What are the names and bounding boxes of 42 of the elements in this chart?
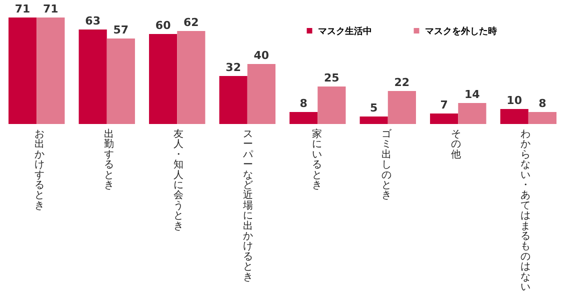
data-label: 71: [43, 2, 58, 16]
x-tick-label: お出かけするとき: [34, 129, 45, 212]
data-label: 8: [538, 97, 546, 110]
data-label: 22: [394, 76, 410, 89]
data-label: 10: [506, 94, 522, 107]
bar: [106, 38, 135, 124]
legend-label: マスクを外した時: [425, 26, 497, 37]
data-label: 63: [85, 14, 100, 28]
data-label: 32: [226, 61, 241, 74]
category-label: わからない・あてはまるものはない: [520, 129, 530, 293]
data-label: 7: [440, 98, 448, 112]
bar: [458, 103, 486, 124]
data-label: 8: [300, 97, 308, 110]
bar: [219, 76, 248, 124]
bar: [360, 116, 388, 124]
category-label: スーパーなど近場に出かけるとき: [242, 129, 253, 283]
data-label: 57: [113, 24, 129, 36]
data-label: 62: [184, 16, 199, 29]
bar: [36, 18, 65, 124]
bar: [177, 31, 206, 124]
bar: [318, 86, 346, 124]
bar: [8, 18, 37, 124]
data-label: 40: [254, 49, 270, 62]
x-tick-label: 家にいるとき: [312, 128, 322, 191]
bar: [290, 112, 318, 124]
bar: [388, 91, 416, 124]
category-label: 友人・知人に会うとき: [173, 129, 184, 232]
x-tick-label: その他: [450, 129, 461, 160]
data-label: 14: [464, 88, 480, 101]
data-label: 5: [370, 102, 378, 114]
data-label: 60: [155, 19, 172, 32]
x-tick-label: 出勤するとき: [104, 128, 114, 191]
bar: [78, 30, 107, 124]
data-label: 25: [324, 72, 340, 84]
bar: [149, 34, 178, 124]
bar: [430, 114, 458, 124]
bar: [528, 112, 556, 124]
data-label: 71: [14, 2, 30, 16]
legend-label: マスク生活中: [318, 26, 372, 37]
bar: [500, 109, 528, 124]
x-tick-label: ゴミ出しのとき: [382, 128, 393, 202]
bar: [247, 64, 276, 124]
